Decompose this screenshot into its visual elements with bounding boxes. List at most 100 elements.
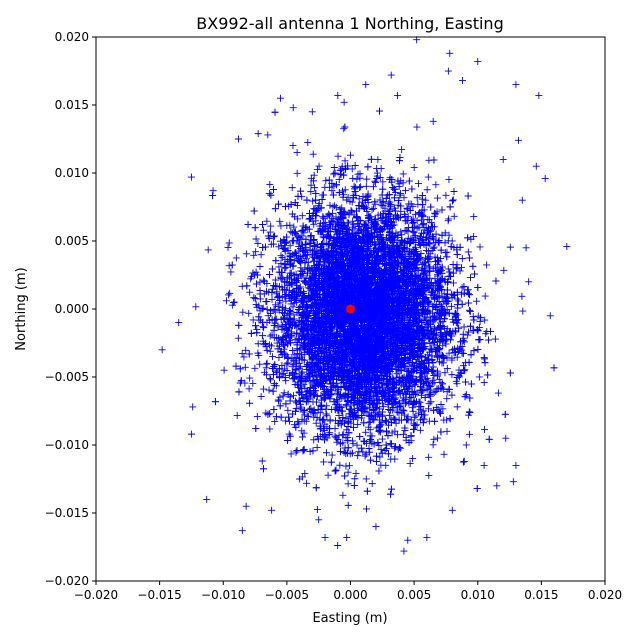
data-point: [410, 229, 418, 237]
data-point: [323, 412, 331, 420]
data-point: [281, 239, 289, 247]
data-point: [307, 188, 315, 196]
data-point: [410, 164, 418, 172]
data-point: [262, 342, 270, 350]
data-point: [306, 240, 314, 248]
data-point: [481, 426, 489, 434]
data-point: [282, 377, 290, 385]
data-point: [275, 353, 283, 361]
data-point: [241, 363, 249, 371]
data-point: [324, 471, 332, 479]
data-point: [192, 303, 200, 311]
data-point: [289, 392, 297, 400]
data-point: [476, 243, 484, 251]
data-point: [481, 316, 489, 324]
data-point: [275, 243, 283, 251]
data-point: [332, 203, 340, 211]
data-point: [318, 239, 326, 247]
data-point: [368, 480, 376, 488]
data-point: [400, 411, 408, 419]
data-point: [289, 346, 297, 354]
data-point: [310, 391, 318, 399]
data-point: [289, 303, 297, 311]
data-point: [267, 376, 275, 384]
data-point: [467, 274, 475, 282]
data-point: [448, 391, 456, 399]
data-point: [439, 405, 447, 413]
data-point: [260, 385, 268, 393]
data-point: [453, 353, 461, 361]
data-point: [246, 288, 254, 296]
data-point: [467, 235, 475, 243]
data-point: [334, 152, 342, 160]
data-point: [376, 453, 384, 461]
data-point: [284, 406, 292, 414]
data-point: [340, 125, 348, 133]
data-point: [440, 290, 448, 298]
data-point: [373, 169, 381, 177]
data-point: [239, 308, 247, 316]
data-point: [312, 419, 320, 427]
data-point: [341, 157, 349, 165]
data-point: [325, 176, 333, 184]
data-point: [450, 269, 458, 277]
data-point: [450, 212, 458, 220]
data-point: [276, 393, 284, 401]
data-point: [313, 506, 321, 514]
data-point: [246, 399, 254, 407]
data-point: [432, 210, 440, 218]
data-point: [315, 162, 323, 170]
data-point: [385, 405, 393, 413]
data-point: [265, 189, 273, 197]
data-point: [287, 450, 295, 458]
data-point: [465, 408, 473, 416]
data-point: [416, 406, 424, 414]
data-point: [465, 328, 473, 336]
data-point: [347, 151, 355, 159]
data-point: [361, 452, 369, 460]
data-point: [444, 265, 452, 273]
data-point: [249, 379, 257, 387]
data-point: [354, 452, 362, 460]
data-point: [266, 425, 274, 433]
data-point: [460, 323, 468, 331]
data-point: [349, 217, 357, 225]
data-point: [256, 360, 264, 368]
data-point: [288, 184, 296, 192]
data-point: [259, 304, 267, 312]
data-point: [377, 446, 385, 454]
data-point: [445, 349, 453, 357]
data-point: [349, 174, 357, 182]
data-point: [321, 218, 329, 226]
data-point: [447, 302, 455, 310]
data-point: [303, 255, 311, 263]
chart-title: BX992-all antenna 1 Northing, Easting: [196, 14, 503, 33]
data-point: [329, 203, 337, 211]
data-point: [475, 373, 483, 381]
data-point: [335, 176, 343, 184]
data-point: [518, 292, 526, 300]
data-point: [309, 398, 317, 406]
data-point: [365, 445, 373, 452]
data-point: [259, 226, 267, 234]
data-point: [500, 266, 508, 274]
data-point: [270, 240, 278, 248]
points-layer: [158, 36, 571, 555]
data-point: [424, 405, 432, 413]
data-point: [443, 395, 451, 403]
data-point: [311, 184, 319, 192]
data-point: [313, 444, 321, 452]
data-point: [519, 307, 527, 315]
data-point: [363, 505, 371, 513]
data-point: [258, 457, 266, 465]
data-point: [385, 411, 393, 419]
data-point: [257, 251, 265, 259]
data-point: [263, 217, 271, 225]
data-point: [331, 432, 339, 440]
data-point: [374, 156, 382, 164]
data-point: [293, 149, 301, 157]
data-point: [204, 246, 212, 254]
data-point: [304, 413, 312, 421]
data-point: [466, 306, 474, 314]
